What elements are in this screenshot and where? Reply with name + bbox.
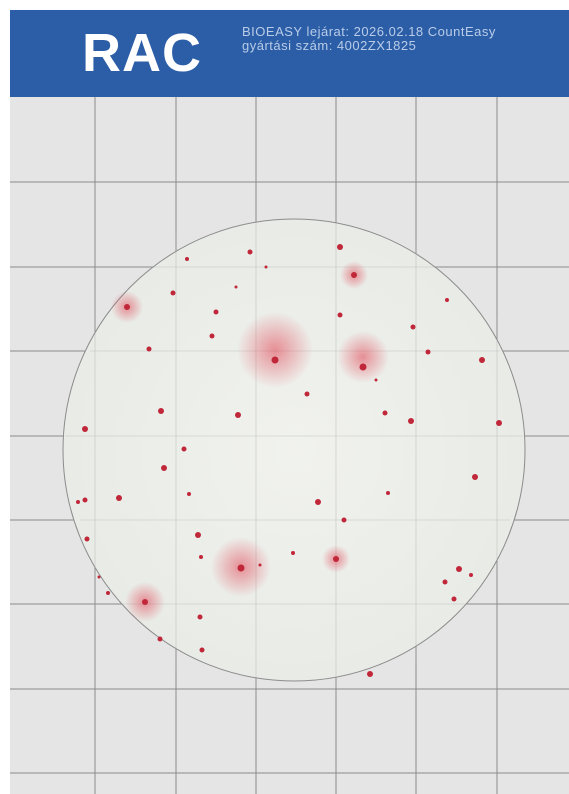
film: RAC BIOEASY lejárat: 2026.02.18 CountEas… (10, 10, 569, 794)
colonies (76, 244, 502, 677)
colony-halos (111, 261, 389, 622)
petri-dish (62, 218, 526, 682)
header-band: RAC BIOEASY lejárat: 2026.02.18 CountEas… (10, 10, 569, 97)
info-line: gyártási szám: 4002ZX1825 (242, 38, 417, 53)
info: BIOEASY lejárat: 2026.02.18 CountEasy gy… (242, 25, 496, 53)
title: RAC (82, 23, 202, 83)
plate-image (10, 97, 569, 794)
info-line: BIOEASY lejárat: 2026.02.18 CountEasy (242, 24, 496, 39)
grid-on-plate (65, 222, 523, 682)
